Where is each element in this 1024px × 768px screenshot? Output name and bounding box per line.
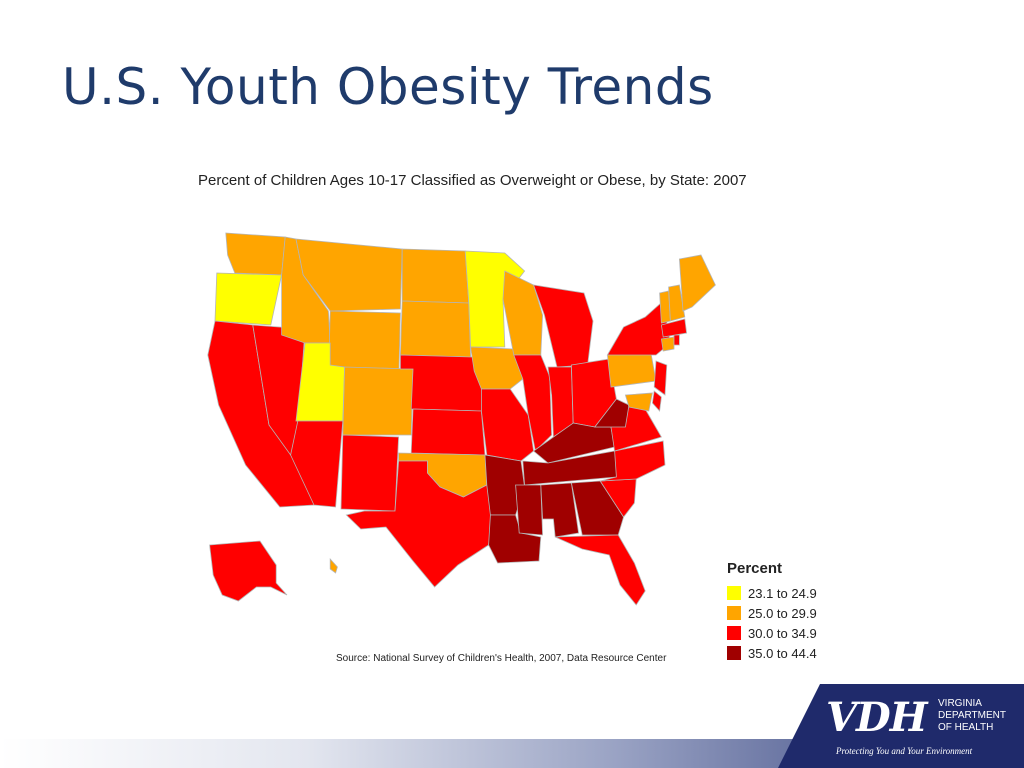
state-wv <box>593 398 630 428</box>
us-map <box>207 232 716 606</box>
state-pa <box>606 350 657 388</box>
legend-item: 23.1 to 24.9 <box>727 583 817 603</box>
state-ct <box>660 336 675 352</box>
legend-label: 23.1 to 24.9 <box>748 585 817 601</box>
state-sd <box>399 300 472 358</box>
legend-title: Percent <box>727 560 783 577</box>
legend-label: 35.0 to 44.4 <box>748 645 817 661</box>
state-de <box>651 390 662 412</box>
vdh-logo: VDH VIRGINIA DEPARTMENT OF HEALTH Protec… <box>778 684 1024 768</box>
legend-swatch <box>727 586 741 600</box>
state-nm <box>340 434 400 512</box>
state-ak <box>209 540 288 602</box>
state-nj <box>653 360 668 396</box>
legend-swatch <box>727 606 741 620</box>
logo-tagline: Protecting You and Your Environment <box>836 746 973 756</box>
legend-swatch <box>727 626 741 640</box>
state-md <box>624 392 653 412</box>
state-mo <box>480 388 535 462</box>
state-nd <box>401 248 470 304</box>
map-title: Percent of Children Ages 10-17 Classifie… <box>198 172 747 189</box>
state-fl <box>555 534 646 606</box>
state-il <box>513 354 553 452</box>
state-nh <box>668 284 686 322</box>
state-ma <box>660 318 688 338</box>
legend: Percent 23.1 to 24.9 25.0 to 29.9 30.0 t… <box>727 560 817 663</box>
state-nc <box>600 440 666 482</box>
logo-abbr: VDH <box>826 694 928 741</box>
state-wi <box>502 270 544 356</box>
legend-label: 30.0 to 34.9 <box>748 625 817 641</box>
logo-line: VIRGINIA <box>938 698 982 709</box>
state-ne <box>399 354 482 412</box>
logo-line: DEPARTMENT <box>938 710 1006 721</box>
logo-org-name: VIRGINIA DEPARTMENT OF HEALTH <box>938 698 1006 734</box>
state-or <box>214 272 283 326</box>
state-co <box>342 366 414 436</box>
state-ri <box>673 334 680 346</box>
source-note: Source: National Survey of Children's He… <box>336 653 667 664</box>
legend-item: 35.0 to 44.4 <box>727 643 817 663</box>
state-ms <box>515 484 544 536</box>
logo-line: OF HEALTH <box>938 722 994 733</box>
state-mi <box>532 284 594 368</box>
legend-swatch <box>727 646 741 660</box>
state-wa <box>225 232 286 276</box>
state-ga <box>570 480 625 536</box>
state-ks <box>410 408 486 456</box>
legend-item: 30.0 to 34.9 <box>727 623 817 643</box>
state-me <box>678 254 716 312</box>
state-hi <box>329 557 338 574</box>
legend-label: 25.0 to 29.9 <box>748 605 817 621</box>
state-la <box>488 514 542 564</box>
legend-item: 25.0 to 29.9 <box>727 603 817 623</box>
state-az <box>290 420 344 508</box>
slide-title: U.S. Youth Obesity Trends <box>62 58 714 116</box>
state-tx <box>345 460 495 588</box>
state-mt <box>295 238 403 312</box>
